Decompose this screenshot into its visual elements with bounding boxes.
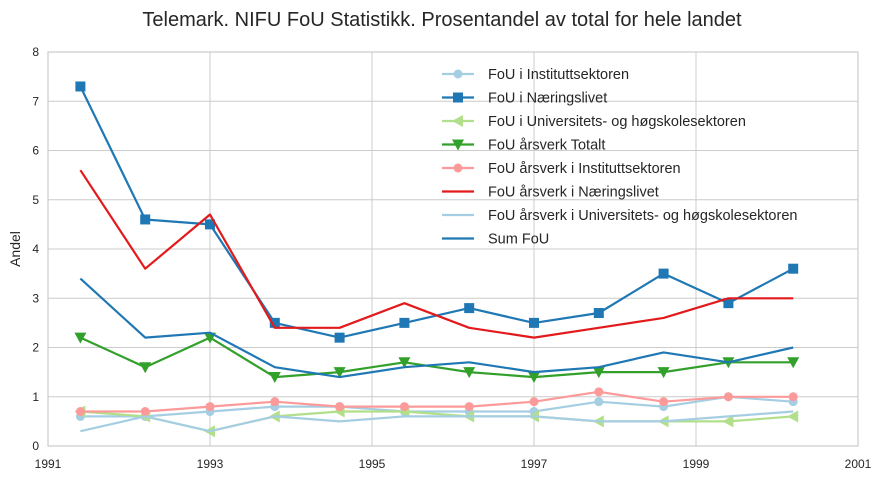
data-point: [723, 392, 733, 402]
legend-marker: [453, 92, 463, 103]
legend-label: Sum FoU: [488, 232, 549, 248]
data-point: [464, 402, 474, 412]
data-point: [788, 392, 798, 402]
x-tick-label: 1995: [359, 457, 386, 471]
y-tick-label: 6: [32, 144, 39, 158]
legend-label: FoU årsverk Totalt: [488, 138, 605, 154]
y-tick-label: 0: [32, 439, 39, 453]
x-tick-label: 1993: [197, 457, 224, 471]
series-6: [79, 169, 794, 339]
data-point: [398, 357, 411, 369]
data-point: [788, 263, 799, 274]
legend-item: FoU årsverk Totalt: [442, 138, 605, 154]
legend-label: FoU i Universitets- og høgskolesektoren: [488, 114, 746, 130]
data-point: [335, 402, 345, 412]
data-point: [140, 214, 151, 225]
y-tick-label: 5: [32, 193, 39, 207]
data-point: [787, 410, 799, 423]
data-point: [594, 397, 604, 407]
data-point: [528, 372, 540, 384]
x-tick-label: 1999: [683, 457, 710, 471]
data-point: [74, 332, 87, 344]
data-point: [659, 397, 669, 407]
series-8: [79, 277, 794, 379]
data-point: [657, 367, 670, 379]
legend-marker: [453, 163, 463, 173]
data-point: [594, 387, 604, 397]
legend-label: FoU årsverk i Universitets- og høgskoles…: [488, 208, 797, 224]
legend-label: FoU årsverk i Instituttsektoren: [488, 161, 681, 177]
series-7: [80, 410, 794, 433]
y-axis-label: Andel: [7, 231, 23, 267]
legend-item: FoU årsverk i Universitets- og høgskoles…: [442, 208, 797, 224]
x-tick-label: 2001: [845, 457, 872, 471]
chart-title: Telemark. NIFU FoU Statistikk. Prosentan…: [142, 9, 742, 31]
y-tick-label: 3: [32, 291, 39, 305]
legend-marker: [452, 115, 463, 127]
data-point: [463, 367, 476, 379]
data-point: [593, 308, 604, 319]
legend-item: Sum FoU: [442, 232, 549, 248]
series-line: [80, 395, 794, 418]
data-point: [270, 397, 280, 407]
series-line: [79, 277, 794, 379]
data-point: [205, 219, 215, 230]
data-point: [658, 268, 669, 279]
series-line: [79, 336, 794, 379]
legend-item: FoU årsverk i Instituttsektoren: [442, 161, 681, 177]
y-tick-label: 1: [32, 390, 39, 404]
legend: FoU i Instituttsektoren FoU i Næringslive…: [442, 67, 797, 248]
legend-label: FoU i Instituttsektoren: [488, 67, 629, 83]
data-point: [592, 367, 605, 379]
data-point: [269, 317, 280, 328]
y-tick-label: 4: [32, 242, 39, 256]
legend-marker: [453, 69, 463, 79]
series-4: [74, 332, 800, 384]
legend-label: FoU i Næringslivet: [488, 91, 607, 107]
data-point: [75, 407, 85, 417]
series-line: [79, 169, 794, 339]
data-point: [140, 407, 150, 417]
series-5: [75, 387, 798, 417]
y-tick-label: 8: [32, 45, 39, 59]
y-tick-label: 2: [32, 341, 39, 355]
data-point: [723, 298, 734, 309]
legend-item: FoU årsverk i Næringslivet: [442, 185, 659, 201]
series-line: [80, 390, 794, 413]
x-tick-label: 1997: [521, 457, 548, 471]
data-point: [333, 367, 346, 379]
data-point: [722, 415, 734, 428]
legend-label: FoU årsverk i Næringslivet: [488, 185, 659, 201]
data-point: [529, 397, 539, 407]
data-point: [334, 332, 345, 343]
legend-marker: [452, 139, 464, 151]
data-point: [399, 402, 409, 412]
data-point: [268, 372, 281, 384]
legend-item: FoU i Instituttsektoren: [442, 67, 629, 83]
series-line: [80, 410, 794, 433]
data-point: [529, 317, 539, 328]
legend-item: FoU i Næringslivet: [442, 91, 607, 107]
data-point: [787, 357, 800, 369]
series-layer: [74, 81, 800, 438]
legend-item: FoU i Universitets- og høgskolesektoren: [442, 114, 746, 130]
data-point: [139, 362, 152, 374]
plot-frame: [47, 51, 859, 447]
data-point: [399, 317, 410, 328]
x-tick-label: 1991: [35, 457, 62, 471]
data-point: [75, 81, 86, 92]
data-point: [205, 402, 215, 412]
y-tick-label: 7: [32, 94, 39, 108]
data-point: [464, 303, 475, 314]
axes: 0 1 2 3 4 5 6 7 8 1991 1993 1995 1997 1999 2001: [32, 45, 871, 471]
